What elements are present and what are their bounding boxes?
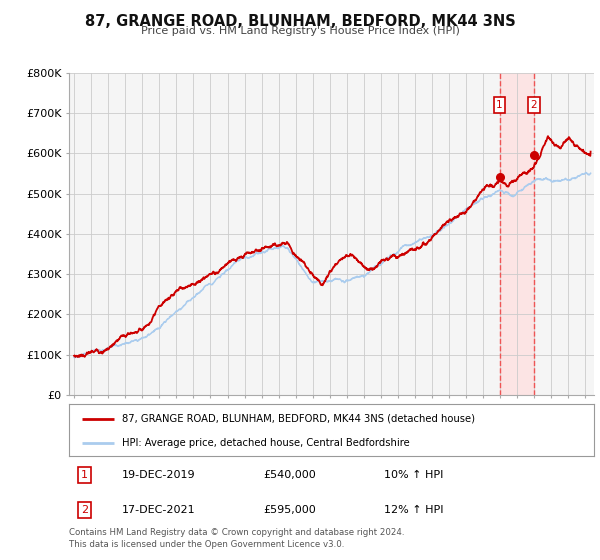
Text: 12% ↑ HPI: 12% ↑ HPI bbox=[384, 505, 443, 515]
Text: 87, GRANGE ROAD, BLUNHAM, BEDFORD, MK44 3NS (detached house): 87, GRANGE ROAD, BLUNHAM, BEDFORD, MK44 … bbox=[121, 414, 475, 424]
Text: 2: 2 bbox=[530, 100, 537, 110]
Text: Contains HM Land Registry data © Crown copyright and database right 2024.
This d: Contains HM Land Registry data © Crown c… bbox=[69, 528, 404, 549]
Text: 2: 2 bbox=[81, 505, 88, 515]
Text: 1: 1 bbox=[496, 100, 503, 110]
Text: HPI: Average price, detached house, Central Bedfordshire: HPI: Average price, detached house, Cent… bbox=[121, 438, 409, 449]
Text: £540,000: £540,000 bbox=[263, 470, 316, 480]
Bar bbox=[500, 73, 533, 395]
Text: 87, GRANGE ROAD, BLUNHAM, BEDFORD, MK44 3NS: 87, GRANGE ROAD, BLUNHAM, BEDFORD, MK44 … bbox=[85, 14, 515, 29]
Text: 1: 1 bbox=[81, 470, 88, 480]
Text: 19-DEC-2019: 19-DEC-2019 bbox=[121, 470, 195, 480]
Text: 10% ↑ HPI: 10% ↑ HPI bbox=[384, 470, 443, 480]
Text: Price paid vs. HM Land Registry's House Price Index (HPI): Price paid vs. HM Land Registry's House … bbox=[140, 26, 460, 36]
Text: 17-DEC-2021: 17-DEC-2021 bbox=[121, 505, 195, 515]
Text: £595,000: £595,000 bbox=[263, 505, 316, 515]
